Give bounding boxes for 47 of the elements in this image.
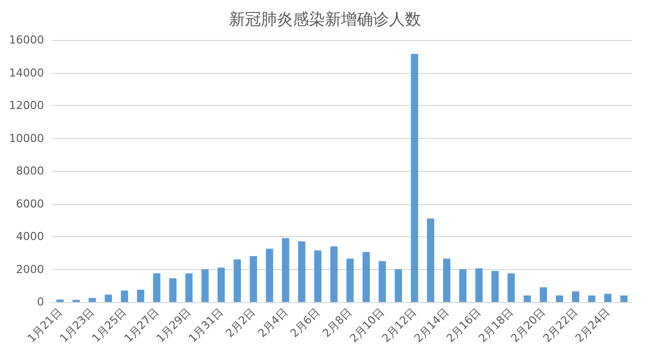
bar <box>346 258 354 302</box>
bar <box>136 290 144 302</box>
bar <box>443 258 450 302</box>
bar <box>250 256 258 302</box>
chart-title: 新冠肺炎感染新增确诊人数 <box>229 10 421 28</box>
bar <box>120 290 128 302</box>
y-tick-label: 4000 <box>16 230 44 243</box>
y-tick-label: 14000 <box>9 66 44 80</box>
bar <box>410 54 418 302</box>
bar <box>378 261 386 302</box>
y-tick-label: 16000 <box>9 34 44 46</box>
bar <box>508 273 515 302</box>
bar <box>314 250 322 302</box>
bar <box>282 238 290 302</box>
bar <box>524 295 531 302</box>
bar <box>218 268 225 302</box>
bar <box>491 270 499 302</box>
bar <box>234 259 241 302</box>
bar <box>104 294 112 302</box>
bar <box>330 246 338 302</box>
bar <box>459 269 466 302</box>
bar <box>185 273 193 302</box>
bar <box>298 241 306 302</box>
bar <box>620 295 628 302</box>
y-tick-label: 2000 <box>16 262 44 276</box>
bar <box>572 291 580 302</box>
bar <box>426 218 434 302</box>
x-tick-label: 2月2日 <box>223 305 258 340</box>
bar <box>394 269 402 302</box>
bar <box>153 273 160 302</box>
bar <box>540 287 548 302</box>
x-tick-label: 2月6日 <box>288 305 322 340</box>
bar <box>588 295 596 302</box>
bar <box>362 252 370 302</box>
bar <box>88 298 96 302</box>
y-tick-label: 12000 <box>9 99 44 112</box>
x-tick-label: 2月4日 <box>256 305 290 340</box>
bar <box>604 294 612 302</box>
bar <box>266 248 274 302</box>
y-tick-label: 0 <box>37 296 44 308</box>
bar <box>201 269 209 302</box>
y-tick-label: 8000 <box>16 164 44 178</box>
bar <box>475 268 483 302</box>
y-tick-label: 10000 <box>9 132 44 145</box>
bar <box>556 295 564 302</box>
bar <box>169 278 176 302</box>
y-tick-label: 6000 <box>16 197 44 210</box>
